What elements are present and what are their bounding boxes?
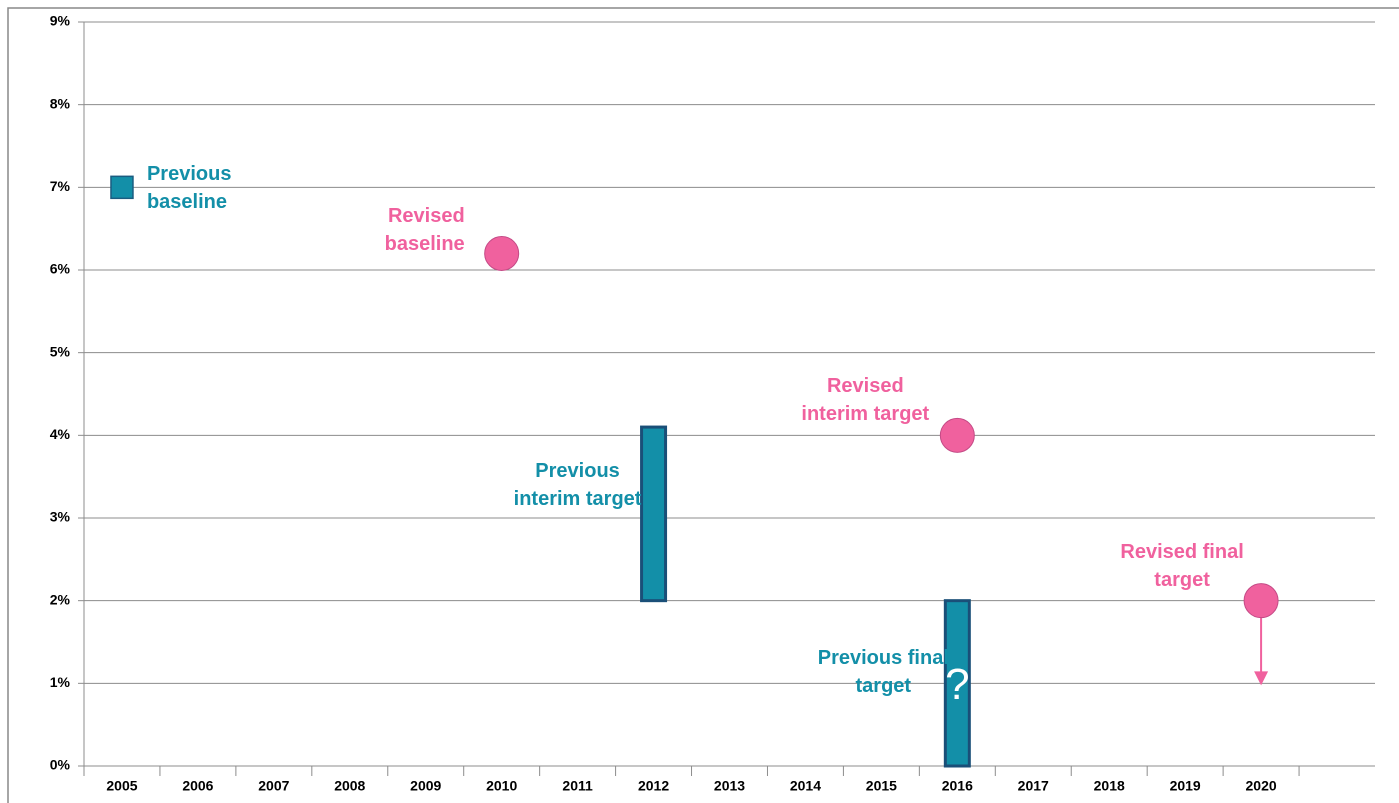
y-tick-label: 8% [50, 95, 71, 111]
annotation-label: Previous final target [817, 647, 949, 697]
annotation-label: Previous baseline [146, 163, 232, 213]
arrow-head [1254, 671, 1269, 686]
x-tick-label: 2006 [182, 778, 213, 794]
marker-circle [939, 417, 975, 453]
bar-annotation: ? [945, 660, 969, 709]
y-tick-label: 7% [50, 178, 71, 194]
range-bar [943, 599, 971, 768]
x-tick-label: 2010 [486, 778, 517, 794]
annotation-label: Revised final target [1120, 541, 1244, 591]
y-tick-label: 5% [50, 343, 71, 359]
y-tick-label: 4% [50, 426, 71, 442]
x-tick-label: 2016 [942, 778, 973, 794]
x-tick-label: 2018 [1094, 778, 1125, 794]
annotation-label: Revised interim target [801, 375, 930, 425]
marker-square [110, 175, 134, 200]
y-tick-label: 1% [50, 674, 71, 690]
x-tick-label: 2008 [334, 778, 365, 794]
annotation-label: Previous interim target [513, 460, 642, 510]
y-tick-label: 2% [50, 591, 71, 607]
x-tick-label: 2020 [1246, 778, 1277, 794]
x-tick-label: 2005 [106, 778, 137, 794]
x-tick-label: 2012 [638, 778, 669, 794]
x-tick-label: 2011 [562, 778, 593, 794]
marker-circle [484, 235, 520, 271]
annotation-label: Revised baseline [384, 205, 465, 255]
x-tick-label: 2007 [258, 778, 289, 794]
x-tick-label: 2009 [410, 778, 441, 794]
y-tick-label: 6% [50, 261, 71, 277]
x-tick-label: 2014 [790, 778, 821, 794]
x-tick-label: 2013 [714, 778, 745, 794]
frame [7, 7, 1399, 803]
y-tick-label: 9% [50, 13, 71, 29]
y-tick-label: 0% [50, 757, 71, 773]
x-tick-label: 2019 [1170, 778, 1201, 794]
marker-circle [1243, 583, 1279, 619]
x-tick-label: 2015 [866, 778, 897, 794]
x-tick-label: 2017 [1018, 778, 1049, 794]
range-bar [640, 425, 668, 603]
y-tick-label: 3% [50, 509, 71, 525]
